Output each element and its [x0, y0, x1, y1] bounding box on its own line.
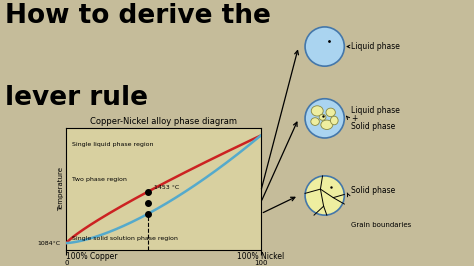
- Ellipse shape: [319, 114, 326, 120]
- Text: 100% Nickel: 100% Nickel: [237, 252, 284, 261]
- Circle shape: [305, 27, 344, 66]
- Ellipse shape: [330, 116, 338, 125]
- Ellipse shape: [321, 120, 333, 130]
- Text: How to derive the: How to derive the: [5, 3, 271, 29]
- Circle shape: [305, 99, 344, 138]
- Text: Single liquid phase region: Single liquid phase region: [72, 142, 154, 147]
- Ellipse shape: [311, 106, 323, 116]
- Title: Copper-Nickel alloy phase diagram: Copper-Nickel alloy phase diagram: [90, 117, 237, 126]
- Text: Solid phase: Solid phase: [351, 186, 395, 195]
- Text: lever rule: lever rule: [5, 85, 148, 111]
- Text: 1453 °C: 1453 °C: [154, 185, 179, 190]
- Text: +: +: [351, 114, 357, 123]
- Text: Two phase region: Two phase region: [72, 177, 127, 182]
- Ellipse shape: [326, 108, 335, 117]
- Text: Liquid phase: Liquid phase: [351, 106, 400, 115]
- Circle shape: [305, 176, 344, 215]
- Text: 100% Copper: 100% Copper: [66, 252, 118, 261]
- Text: 1084°C: 1084°C: [37, 240, 61, 246]
- Y-axis label: Temperature: Temperature: [57, 167, 64, 211]
- Text: Liquid phase: Liquid phase: [351, 42, 400, 51]
- Ellipse shape: [311, 118, 319, 125]
- Text: Grain boundaries: Grain boundaries: [351, 222, 411, 228]
- Text: Solid phase: Solid phase: [351, 122, 395, 131]
- Text: Single solid solution phase region: Single solid solution phase region: [72, 236, 178, 241]
